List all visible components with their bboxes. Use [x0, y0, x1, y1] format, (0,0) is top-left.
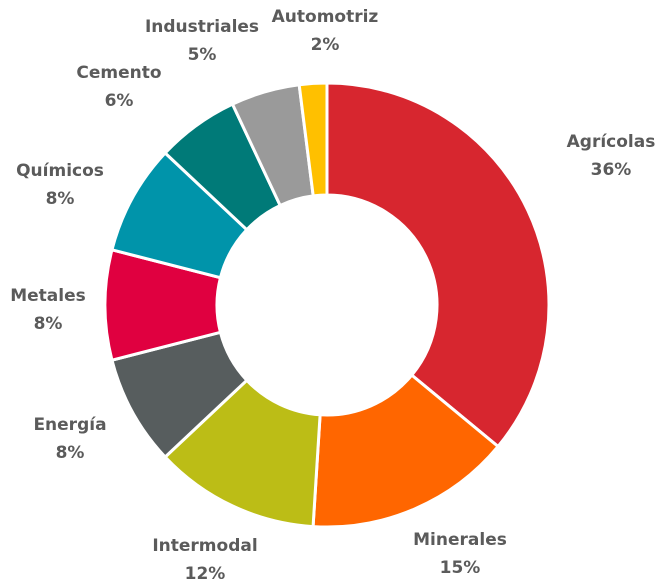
slice-label-minerales: Minerales	[413, 530, 507, 550]
slice-label-metales: Metales	[10, 286, 86, 306]
donut-slices	[103, 81, 551, 529]
slice-label-quimicos: Químicos	[16, 161, 104, 181]
slice-label-agricolas: Agrícolas	[567, 132, 656, 152]
slice-value-quimicos: 8%	[46, 189, 75, 209]
slice-automotriz	[297, 81, 329, 198]
slice-value-metales: 8%	[34, 314, 63, 334]
slice-label-energia: Energía	[33, 415, 106, 435]
slice-label-industriales: Industriales	[145, 17, 259, 37]
slice-value-minerales: 15%	[440, 558, 481, 578]
slice-labels: Agrícolas 36% Minerales 15% Intermodal 12% Ene…	[10, 7, 655, 583]
slice-value-agricolas: 36%	[591, 160, 632, 180]
slice-value-energia: 8%	[56, 443, 85, 463]
slice-value-cemento: 6%	[105, 91, 134, 111]
slice-value-industriales: 5%	[188, 45, 217, 65]
slice-value-intermodal: 12%	[185, 564, 226, 583]
slice-label-automotriz: Automotriz	[272, 7, 379, 27]
slice-label-intermodal: Intermodal	[152, 536, 257, 556]
slice-value-automotriz: 2%	[311, 35, 340, 55]
slice-minerales	[311, 373, 501, 529]
slice-agricolas	[325, 81, 551, 449]
slice-label-cemento: Cemento	[76, 63, 161, 83]
